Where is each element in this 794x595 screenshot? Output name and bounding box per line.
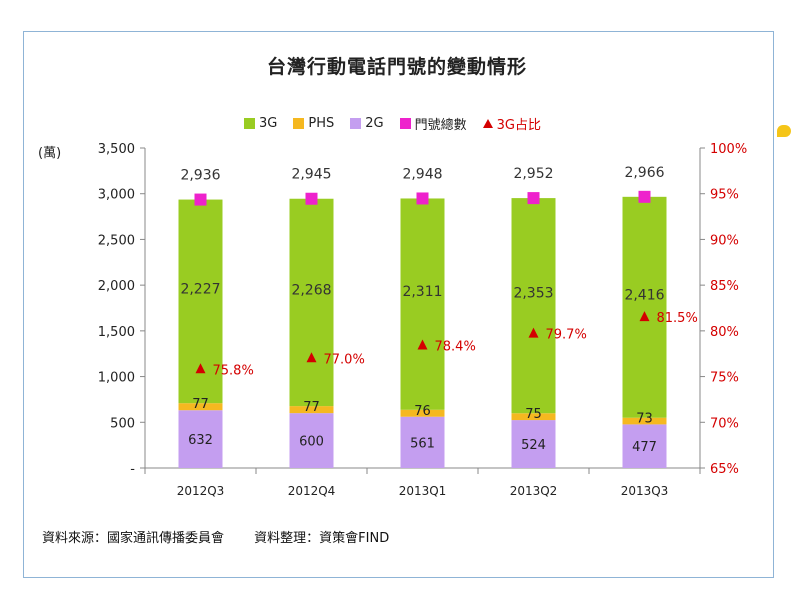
bar-3g xyxy=(622,196,667,418)
data-label-3g: 2,268 xyxy=(291,282,331,298)
legend-label-phs: PHS xyxy=(308,115,335,131)
legend-swatch-phs xyxy=(293,117,305,129)
total-marker xyxy=(638,190,651,203)
source-note: 資料來源：國家通訊傳播委員會 資料整理：資策會FIND xyxy=(42,527,415,546)
data-label-2g: 632 xyxy=(188,433,213,448)
data-label-2g: 600 xyxy=(299,435,324,450)
data-label-share-3g: 81.5% xyxy=(657,311,698,326)
data-label-share-3g: 77.0% xyxy=(324,352,365,367)
legend-swatch-2g xyxy=(350,117,362,129)
data-label-phs: 73 xyxy=(636,412,653,427)
data-label-share-3g: 75.8% xyxy=(213,363,254,378)
legend-triangle-icon xyxy=(482,118,493,128)
y-tick-label: 1,000 xyxy=(98,371,135,386)
chart-legend: 3G PHS 2G 門號總數 3G占比 xyxy=(244,113,557,133)
y-tick-label: - xyxy=(130,462,135,477)
legend-item-2g: 2G xyxy=(350,115,384,131)
y-tick-label: 2,000 xyxy=(98,279,135,294)
total-marker xyxy=(305,192,318,205)
data-label-share-3g: 78.4% xyxy=(435,339,476,354)
x-tick-label: 2013Q1 xyxy=(399,484,447,498)
y2-tick-label: 95% xyxy=(710,188,739,203)
bar-2g xyxy=(178,410,223,468)
total-marker xyxy=(194,193,207,206)
y-tick-label: 3,500 xyxy=(98,142,135,157)
data-label-phs: 76 xyxy=(414,404,431,419)
chart-frame xyxy=(23,31,774,578)
data-label-total: 2,945 xyxy=(291,167,331,183)
data-label-total: 2,966 xyxy=(624,165,664,181)
data-label-total: 2,952 xyxy=(513,166,553,182)
bar-phs xyxy=(511,413,556,421)
legend-item-phs: PHS xyxy=(293,116,334,131)
bar-phs xyxy=(622,417,667,425)
y2-tick-label: 90% xyxy=(710,233,739,248)
data-label-3g: 2,311 xyxy=(402,284,442,300)
bar-2g xyxy=(400,416,445,468)
legend-swatch-3g xyxy=(244,117,255,129)
legend-item-3g-share: 3G占比 xyxy=(482,114,541,133)
total-marker xyxy=(416,192,429,205)
data-label-2g: 477 xyxy=(632,440,657,455)
data-label-share-3g: 79.7% xyxy=(546,328,587,343)
data-label-2g: 561 xyxy=(410,436,435,451)
bar-2g xyxy=(622,424,667,468)
bar-3g xyxy=(400,198,445,410)
bar-phs xyxy=(178,403,223,411)
y2-tick-label: 80% xyxy=(710,325,739,340)
y-tick-label: 3,000 xyxy=(98,188,135,203)
y2-tick-label: 75% xyxy=(710,371,739,386)
y2-tick-label: 70% xyxy=(710,416,739,431)
x-tick-label: 2012Q3 xyxy=(177,484,225,498)
data-label-3g: 2,353 xyxy=(513,286,553,302)
data-label-2g: 524 xyxy=(521,438,546,453)
data-label-phs: 75 xyxy=(525,407,542,422)
y-tick-label: 500 xyxy=(110,416,135,431)
data-label-phs: 77 xyxy=(303,400,320,415)
legend-swatch-total xyxy=(399,117,411,129)
data-label-phs: 77 xyxy=(192,397,209,412)
legend-item-3g: 3G xyxy=(244,116,277,131)
y-axis-unit-label: (萬) xyxy=(38,146,62,161)
legend-label-3g: 3G xyxy=(259,115,278,131)
bar-2g xyxy=(511,420,556,468)
bar-2g xyxy=(289,413,334,468)
y2-tick-label: 85% xyxy=(710,279,739,294)
share-3g-marker xyxy=(417,339,428,350)
bar-phs xyxy=(400,409,445,417)
y2-tick-label: 65% xyxy=(710,462,739,477)
bar-3g xyxy=(289,198,334,407)
y-tick-label: 1,500 xyxy=(98,325,135,340)
source-text: 資料來源：國家通訊傳播委員會 xyxy=(42,531,225,546)
total-marker xyxy=(527,192,540,205)
data-label-3g: 2,416 xyxy=(624,287,664,303)
x-tick-label: 2012Q4 xyxy=(288,484,336,498)
legend-item-total: 門號總數 xyxy=(399,114,467,133)
data-label-total: 2,936 xyxy=(180,168,220,184)
share-3g-marker xyxy=(195,363,206,374)
decorative-callout-icon xyxy=(777,125,791,137)
chart-title: 台灣行動電話門號的變動情形 xyxy=(266,56,527,78)
legend-label-2g: 2G xyxy=(365,115,384,131)
x-tick-label: 2013Q3 xyxy=(621,484,669,498)
share-3g-marker xyxy=(639,311,650,322)
x-tick-label: 2013Q2 xyxy=(510,484,558,498)
bar-3g xyxy=(511,198,556,414)
data-label-3g: 2,227 xyxy=(180,281,220,297)
share-3g-marker xyxy=(528,327,539,338)
share-3g-marker xyxy=(306,352,317,363)
legend-label-total: 門號總數 xyxy=(414,117,467,133)
bar-phs xyxy=(289,406,334,414)
data-label-total: 2,948 xyxy=(402,166,442,182)
legend-label-3g-share: 3G占比 xyxy=(496,117,541,133)
compiled-text: 資料整理：資策會FIND xyxy=(254,531,390,546)
y-tick-label: 2,500 xyxy=(98,233,135,248)
y2-tick-label: 100% xyxy=(710,142,747,157)
